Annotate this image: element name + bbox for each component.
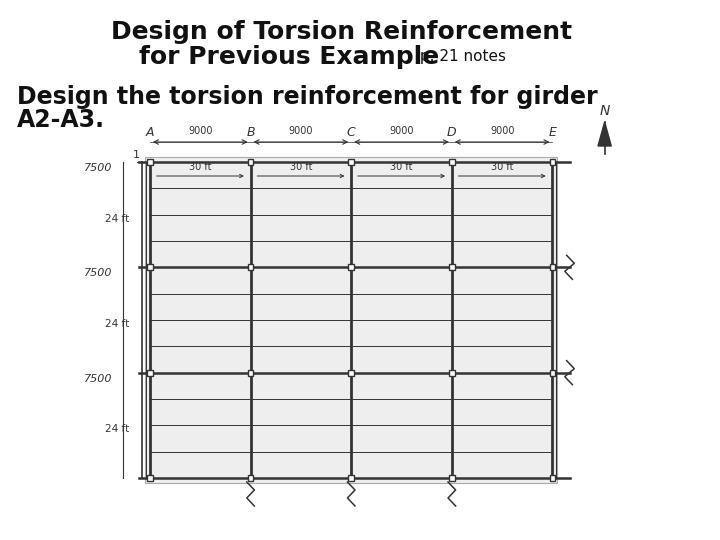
Text: 24 ft: 24 ft — [105, 319, 129, 329]
Bar — [147, 475, 153, 481]
Text: 1: 1 — [133, 150, 140, 160]
Bar — [248, 475, 253, 481]
Text: A2-A3.: A2-A3. — [17, 108, 105, 132]
Text: 24 ft: 24 ft — [105, 214, 129, 224]
Bar — [248, 265, 253, 271]
Bar — [549, 475, 555, 481]
Bar — [348, 475, 354, 481]
Bar — [248, 159, 253, 165]
Text: p. 21 notes: p. 21 notes — [415, 50, 506, 64]
Text: 7500: 7500 — [84, 163, 112, 173]
Text: 30 ft: 30 ft — [189, 162, 212, 172]
Bar — [449, 370, 454, 376]
Bar — [147, 265, 153, 271]
Bar — [549, 370, 555, 376]
Bar — [549, 265, 555, 271]
Text: for Previous Example: for Previous Example — [140, 45, 440, 69]
Text: 30 ft: 30 ft — [491, 162, 513, 172]
Bar — [549, 159, 555, 165]
Text: 9000: 9000 — [490, 126, 514, 136]
Bar — [449, 159, 454, 165]
Text: N: N — [600, 104, 610, 118]
Text: 9000: 9000 — [390, 126, 414, 136]
Text: 7500: 7500 — [84, 268, 112, 278]
Text: 7500: 7500 — [84, 374, 112, 383]
Bar — [348, 265, 354, 271]
Text: E: E — [549, 125, 557, 138]
Text: A: A — [145, 125, 154, 138]
Text: 24 ft: 24 ft — [105, 424, 129, 434]
Bar — [348, 370, 354, 376]
Text: Design of Torsion Reinforcement: Design of Torsion Reinforcement — [111, 20, 572, 44]
Text: B: B — [246, 125, 255, 138]
Text: 30 ft: 30 ft — [289, 162, 312, 172]
Bar — [348, 159, 354, 165]
Bar — [248, 370, 253, 376]
Text: C: C — [347, 125, 356, 138]
Text: 30 ft: 30 ft — [390, 162, 413, 172]
Text: Design the torsion reinforcement for girder: Design the torsion reinforcement for gir… — [17, 85, 598, 109]
Text: 9000: 9000 — [188, 126, 212, 136]
Bar — [145, 157, 557, 483]
Polygon shape — [598, 122, 611, 146]
Bar — [147, 370, 153, 376]
Bar — [449, 265, 454, 271]
Text: 9000: 9000 — [289, 126, 313, 136]
Bar — [449, 475, 454, 481]
Bar — [147, 159, 153, 165]
Text: D: D — [447, 125, 456, 138]
